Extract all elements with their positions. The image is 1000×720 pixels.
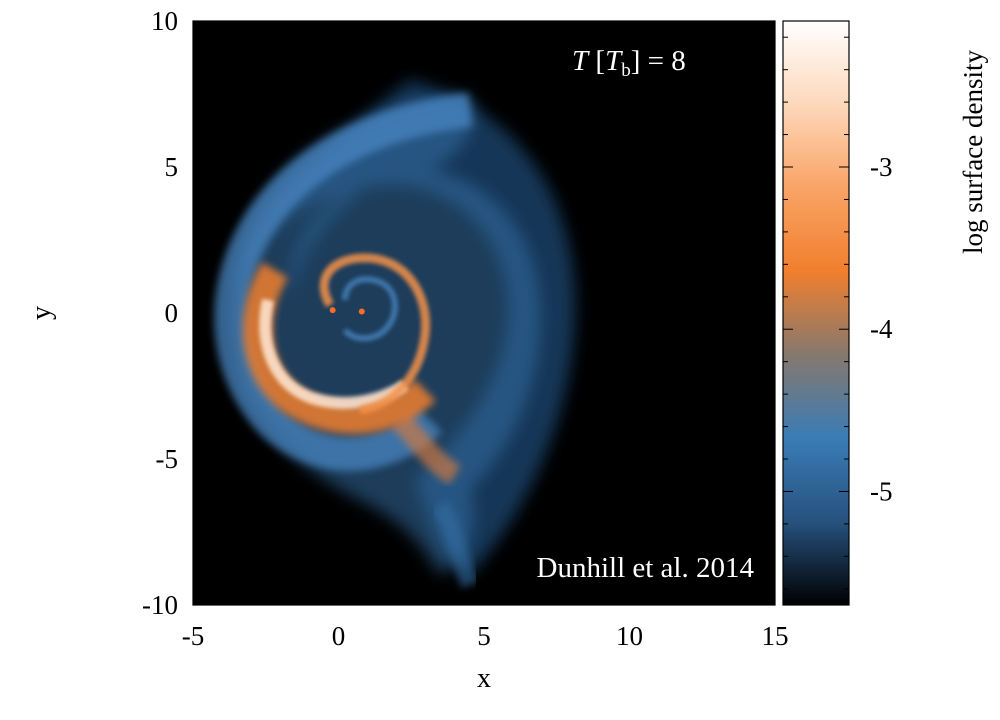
time-unit-symbol: T — [605, 45, 623, 77]
y-tick-label: -5 — [156, 444, 179, 474]
x-tick-labels: -5 0 5 10 15 — [182, 621, 789, 651]
southern-blue-tail — [432, 500, 479, 589]
x-tick-label: -5 — [182, 621, 205, 651]
y-tick-label: -10 — [142, 590, 178, 620]
time-symbol: T — [572, 45, 590, 77]
time-annotation: T [Tb] = 8 — [572, 45, 686, 81]
time-unit-subscript: b — [621, 60, 631, 81]
inner-arm — [319, 253, 431, 415]
point-sources — [329, 307, 365, 315]
point-source — [358, 308, 365, 315]
credit-annotation: Dunhill et al. 2014 — [537, 552, 755, 584]
y-axis-label: y — [26, 306, 57, 320]
southern-tail — [392, 412, 462, 485]
x-tick-label: 15 — [762, 621, 789, 651]
time-value: ] = 8 — [631, 45, 686, 77]
bright-arm-core — [259, 298, 409, 409]
innermost-arm — [342, 276, 398, 342]
y-tick-label: 0 — [165, 298, 179, 328]
time-bracket-open: [ — [588, 45, 605, 77]
colorbar-tick-label: -5 — [870, 476, 893, 506]
density-image — [214, 80, 576, 589]
x-tick-label: 0 — [332, 621, 346, 651]
colorbar-tick-label: -4 — [870, 314, 893, 344]
point-source — [329, 307, 336, 314]
y-tick-labels: -10 -5 0 5 10 — [142, 6, 178, 620]
x-tick-label: 5 — [477, 621, 491, 651]
x-axis-label: x — [477, 663, 491, 694]
axis-ticks — [192, 20, 776, 606]
y-tick-label: 10 — [151, 6, 178, 36]
outer-arm — [214, 93, 472, 471]
colorbar-label: log surface density — [958, 50, 988, 254]
x-tick-label: 10 — [616, 621, 643, 651]
colorbar — [782, 20, 850, 606]
colorbar-ticks: -5 -4 -3 — [783, 36, 893, 590]
colorbar-tick-label: -3 — [870, 152, 893, 182]
y-tick-label: 5 — [165, 152, 179, 182]
bright-arm — [242, 262, 436, 435]
